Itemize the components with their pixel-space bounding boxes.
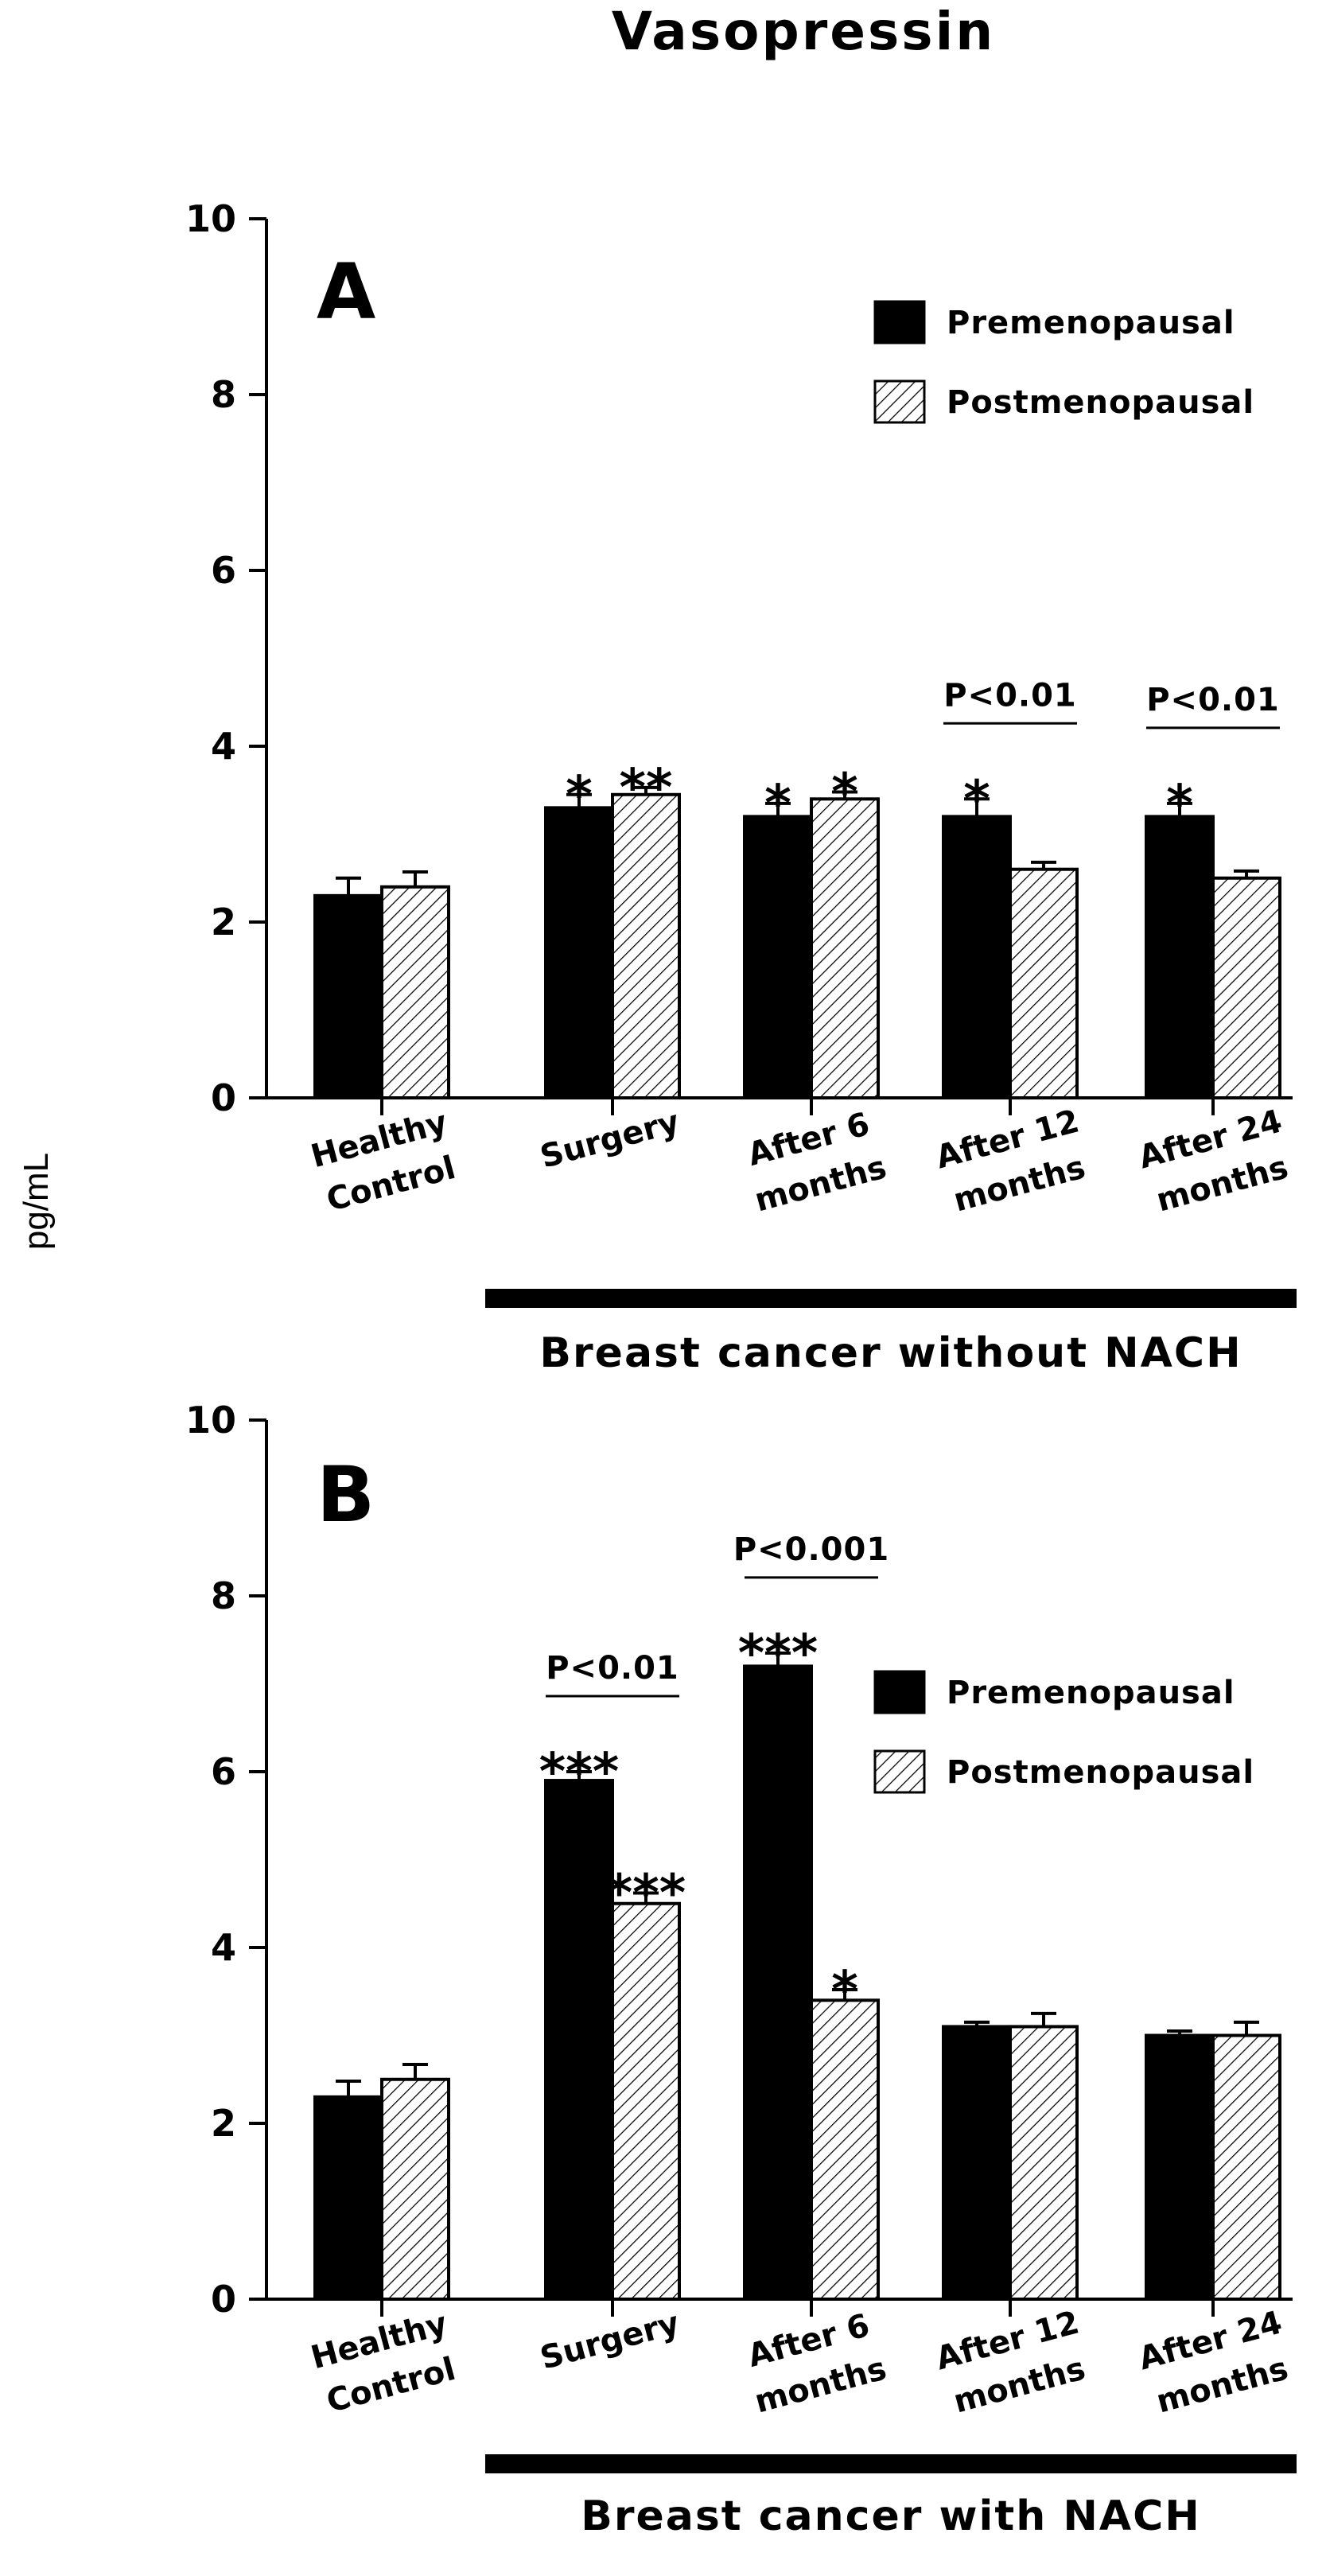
panel-b: 0246810BPremenopausalPostmenopausal*****…: [185, 1399, 1297, 2540]
category-label: After 6months: [739, 2306, 890, 2420]
legend-swatch-premenopausal: [873, 300, 926, 344]
bar-premenopausal: [313, 2095, 383, 2302]
legend: Premenopausal Postmenopausal: [873, 1670, 1254, 1794]
significance-star: *: [566, 766, 592, 825]
legend-swatch-premenopausal: [873, 1670, 926, 1714]
group-label: Breast cancer with NACH: [581, 2492, 1201, 2540]
category-label: After 24months: [1135, 1103, 1298, 1220]
legend-label-premenopausal: Premenopausal: [947, 305, 1235, 341]
chart-title: Vasopressin: [612, 1, 995, 62]
bar-postmenopausal: [810, 797, 880, 1099]
panel-letter: B: [317, 1450, 375, 1539]
bar-postmenopausal: [1211, 2033, 1281, 2301]
significance-star: *: [831, 763, 857, 822]
bar-premenopausal: [743, 815, 813, 1100]
bar-premenopausal: [1145, 815, 1215, 1100]
y-tick-label: 6: [211, 549, 236, 592]
y-tick-label: 2: [211, 901, 236, 944]
pvalue-label: P<0.001: [733, 1531, 889, 1568]
pvalue-label: P<0.01: [1146, 682, 1280, 718]
legend-label-postmenopausal: Postmenopausal: [947, 384, 1254, 421]
legend-swatch-postmenopausal: [873, 1749, 926, 1794]
category-label: Surgery: [536, 1103, 682, 1176]
bar-postmenopausal: [1009, 2025, 1079, 2301]
category-label: After 12months: [932, 2304, 1095, 2422]
significance-star: ***: [738, 1625, 818, 1683]
y-tick-label: 8: [211, 1574, 236, 1617]
y-tick-label: 2: [211, 2102, 236, 2145]
significance-star: ***: [539, 1743, 619, 1802]
bar-premenopausal: [942, 2025, 1012, 2301]
bar-premenopausal: [544, 806, 614, 1099]
category-label: HealthyControl: [307, 2306, 463, 2422]
bar-postmenopausal: [380, 2077, 450, 2301]
legend: Premenopausal Postmenopausal: [873, 300, 1254, 424]
legend-label-postmenopausal: Postmenopausal: [947, 1754, 1254, 1791]
significance-star: *: [764, 775, 791, 834]
category-label: After 12months: [932, 1103, 1095, 1220]
bar-postmenopausal: [611, 792, 681, 1100]
category-label: Surgery: [536, 2305, 682, 2377]
bar-postmenopausal: [810, 1998, 880, 2302]
category-label-line: Surgery: [536, 1103, 682, 1176]
significance-star: ***: [606, 1864, 686, 1923]
panel-letter: A: [317, 247, 375, 337]
category-label: After 6months: [739, 1104, 890, 1219]
y-tick-label: 6: [211, 1750, 236, 1793]
category-label: HealthyControl: [307, 1104, 463, 1220]
group-bracket-bar: [485, 2454, 1297, 2473]
y-tick-label: 10: [185, 197, 236, 240]
pvalue-label: P<0.01: [546, 1650, 679, 1687]
category-label: After 24months: [1135, 2304, 1298, 2422]
bar-premenopausal: [942, 815, 1012, 1100]
y-axis-label: pg/mL: [17, 1153, 56, 1250]
y-tick-label: 4: [211, 1926, 236, 1969]
group-bracket-bar: [485, 1289, 1297, 1308]
significance-star: *: [963, 770, 990, 829]
y-tick-label: 4: [211, 725, 236, 768]
significance-star: *: [1166, 775, 1192, 834]
bar-premenopausal: [743, 1664, 813, 2301]
bar-postmenopausal: [380, 885, 450, 1100]
bar-premenopausal: [1145, 2033, 1215, 2301]
y-tick-label: 0: [211, 2278, 236, 2321]
category-label-line: Surgery: [536, 2305, 682, 2377]
y-tick-label: 8: [211, 373, 236, 416]
significance-star: *: [831, 1961, 857, 2020]
significance-star: **: [620, 759, 673, 818]
legend-swatch-postmenopausal: [873, 379, 926, 424]
pvalue-label: P<0.01: [943, 677, 1077, 714]
legend-label-premenopausal: Premenopausal: [947, 1675, 1235, 1711]
bar-postmenopausal: [1211, 876, 1281, 1099]
bar-postmenopausal: [1009, 867, 1079, 1099]
bar-postmenopausal: [611, 1901, 681, 2301]
group-label: Breast cancer without NACH: [539, 1329, 1242, 1377]
y-tick-label: 10: [185, 1399, 236, 1442]
bar-premenopausal: [544, 1779, 614, 2302]
y-tick-label: 0: [211, 1076, 236, 1119]
bar-premenopausal: [313, 893, 383, 1099]
